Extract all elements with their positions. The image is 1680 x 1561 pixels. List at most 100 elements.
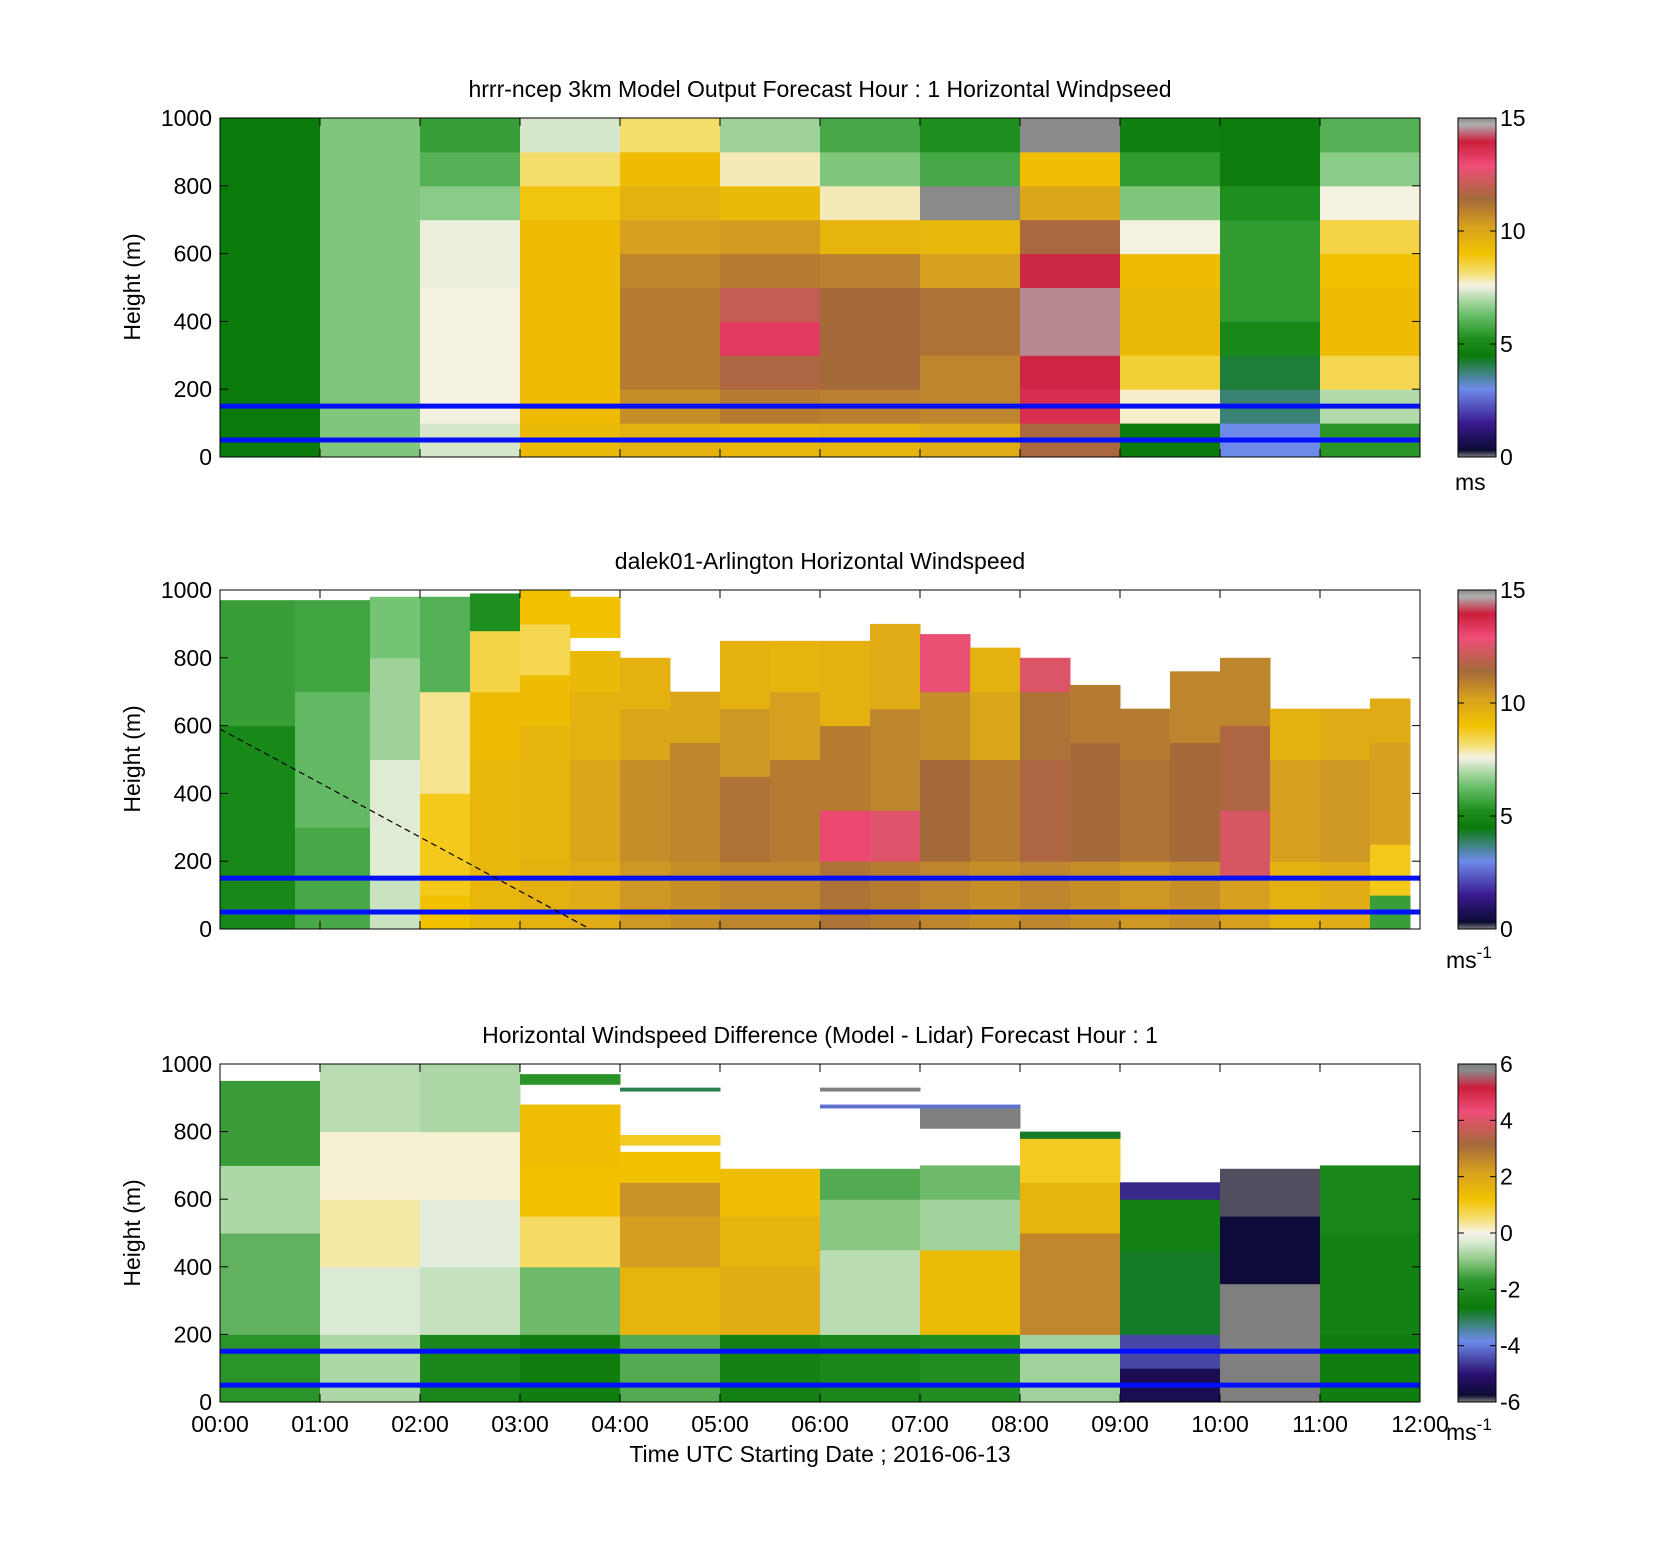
y-tick-label: 400: [174, 1254, 212, 1280]
heatmap-cell: [1020, 691, 1071, 760]
heatmap-cell: [1220, 219, 1321, 322]
colorbar-tick-label: 10: [1500, 218, 1526, 244]
heatmap-cell: [820, 1334, 921, 1402]
heatmap-cell: [920, 253, 1021, 288]
heatmap-cell: [1120, 219, 1221, 255]
heatmap-cell: [620, 1334, 721, 1402]
panel-model: hrrr-ncep 3km Model Output Forecast Hour…: [119, 76, 1526, 495]
heatmap-cell: [1320, 219, 1420, 255]
heatmap-cell: [620, 151, 721, 187]
heatmap-cell: [720, 1266, 821, 1335]
heatmap-cell: [1220, 355, 1321, 390]
y-tick-label: 600: [174, 1186, 212, 1212]
heatmap-cell: [820, 861, 871, 929]
heatmap-cell: [570, 691, 621, 760]
heatmap-cell: [570, 651, 621, 693]
heatmap-cell: [920, 185, 1021, 221]
colorbar-tick-label: 2: [1500, 1164, 1513, 1190]
heatmap-cell: [420, 287, 521, 424]
heatmap-cell: [1120, 287, 1221, 356]
heatmap-cell: [1320, 759, 1371, 862]
heatmap-cell: [220, 1334, 321, 1402]
heatmap-cell: [920, 634, 971, 693]
heatmap-cell: [820, 151, 921, 187]
heatmap-cell: [1020, 759, 1071, 862]
panel-lidar-ylabel: Height (m): [119, 705, 145, 812]
heatmap-cell: [1320, 253, 1420, 288]
heatmap-cell: [770, 691, 821, 760]
heatmap-cell: [1020, 1334, 1121, 1402]
heatmap-cell: [220, 600, 296, 727]
heatmap-cell: [220, 1165, 321, 1234]
heatmap-cell: [320, 1334, 421, 1402]
heatmap-cell: [920, 151, 1021, 187]
heatmap-cell: [720, 1216, 821, 1268]
heatmap-cell: [1070, 684, 1121, 744]
heatmap-cell: [720, 287, 821, 322]
heatmap-cell: [370, 759, 421, 879]
heatmap-cell: [420, 185, 521, 221]
colorbar-tick-label: 5: [1500, 803, 1513, 829]
heatmap-cell: [920, 759, 971, 862]
heatmap-cell: [470, 759, 521, 929]
y-tick-label: 200: [174, 1321, 212, 1347]
y-tick-label: 400: [174, 308, 212, 334]
heatmap-cell: [920, 118, 1021, 153]
panel-lidar-title: dalek01-Arlington Horizontal Windspeed: [615, 548, 1025, 574]
heatmap-cell: [920, 355, 1021, 424]
colorbar-tick-label: 0: [1500, 1220, 1513, 1246]
y-tick-label: 200: [174, 376, 212, 402]
heatmap-cell: [720, 861, 771, 929]
heatmap-cell: [720, 355, 821, 390]
panel-model-x-axis: [219, 118, 1421, 457]
panel-lidar-heatmap: [220, 590, 1411, 929]
colorbar-tick-label: 15: [1500, 577, 1526, 603]
panel-lidar-x-axis: [219, 590, 1421, 929]
heatmap-cell: [420, 1334, 521, 1402]
heatmap-cell: [620, 708, 671, 760]
heatmap-cell: [1320, 151, 1420, 187]
colorbar-model-unit: ms: [1455, 469, 1486, 495]
panel-model-title: hrrr-ncep 3km Model Output Forecast Hour…: [468, 76, 1171, 102]
heatmap-cell: [420, 118, 521, 153]
heatmap-cell: [420, 151, 521, 187]
heatmap-cell: [720, 219, 821, 255]
heatmap-cell: [470, 630, 521, 693]
heatmap-cell: [1270, 708, 1321, 760]
heatmap-cell: [1320, 1334, 1420, 1402]
heatmap-cell: [1120, 759, 1171, 862]
heatmap-cell: [520, 151, 621, 187]
panel-difference-x-axis: 00:00 01:00 02:00 03:00 04:00 05:00 06:00 07:00…: [191, 1064, 1449, 1437]
heatmap-cell: [720, 185, 821, 221]
heatmap-cell: [520, 861, 571, 929]
heatmap-cell: [620, 1134, 721, 1146]
heatmap-cell: [870, 623, 921, 710]
colorbar-tick-label: 0: [1500, 444, 1513, 470]
heatmap-cell: [1220, 878, 1271, 929]
heatmap-cell: [670, 691, 721, 744]
heatmap-cell: [820, 1168, 921, 1200]
heatmap-cell: [970, 759, 1021, 862]
heatmap-cell: [1070, 742, 1121, 862]
heatmap-cell: [420, 1266, 521, 1335]
heatmap-cell: [820, 118, 921, 153]
heatmap-cell: [520, 1104, 621, 1166]
heatmap-cell: [620, 1266, 721, 1335]
heatmap-cell: [1120, 253, 1221, 288]
panel-lidar: dalek01-Arlington Horizontal Windspeed H…: [119, 548, 1526, 973]
panel-model-colorbar: 0 5 10 15 ms: [1455, 105, 1526, 495]
heatmap-cell: [1020, 1182, 1121, 1234]
colorbar-tick-label: 6: [1500, 1051, 1513, 1077]
heatmap-cell: [520, 623, 571, 676]
heatmap-cell: [1120, 861, 1171, 929]
heatmap-cell: [520, 1334, 621, 1402]
heatmap-cell: [1020, 355, 1121, 390]
heatmap-cell: [1270, 861, 1321, 929]
heatmap-cell: [1320, 1165, 1420, 1234]
heatmap-cell: [1120, 708, 1171, 760]
heatmap-cell: [1370, 742, 1411, 845]
heatmap-cell: [1020, 657, 1071, 693]
y-tick-label: 1000: [161, 1051, 212, 1077]
colorbar-tick-label: 4: [1500, 1107, 1513, 1133]
heatmap-cell: [220, 1233, 321, 1335]
